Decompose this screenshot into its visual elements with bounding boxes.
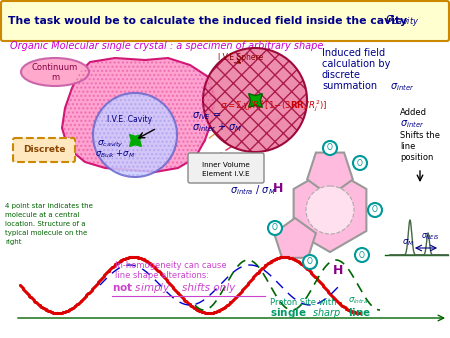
FancyBboxPatch shape	[188, 153, 264, 183]
Text: discrete: discrete	[322, 70, 361, 80]
Text: Induced field: Induced field	[322, 48, 385, 58]
Text: H: H	[273, 182, 283, 194]
Text: $\sigma_{inter}$ + $\sigma_M$: $\sigma_{inter}$ + $\sigma_M$	[192, 121, 243, 134]
Text: Added: Added	[400, 108, 427, 117]
Text: m: m	[51, 72, 59, 81]
Text: $\sigma_{intra}$ / $\sigma_M$: $\sigma_{intra}$ / $\sigma_M$	[230, 183, 276, 197]
Text: shifts only: shifts only	[182, 283, 235, 293]
Text: Element I.V.E: Element I.V.E	[202, 171, 250, 177]
Text: position: position	[400, 153, 433, 162]
Text: Discrete: Discrete	[23, 145, 65, 154]
Text: $\sigma_M$: $\sigma_M$	[402, 238, 414, 248]
Text: Continuum: Continuum	[32, 64, 78, 72]
Text: $\mathbf{line}$: $\mathbf{line}$	[348, 306, 371, 318]
Text: O: O	[272, 223, 278, 233]
Text: summation: summation	[322, 81, 377, 91]
Text: O: O	[359, 250, 365, 260]
Text: I.V.E. Cavity: I.V.E. Cavity	[108, 115, 153, 123]
Text: In-homogeneity can cause: In-homogeneity can cause	[115, 261, 227, 270]
Text: $\sigma_{Bulk}$ +$\sigma_M$: $\sigma_{Bulk}$ +$\sigma_M$	[95, 149, 135, 161]
Text: I.V.E Sphere: I.V.E Sphere	[218, 52, 263, 62]
Circle shape	[323, 141, 337, 155]
Ellipse shape	[21, 58, 89, 86]
Text: line: line	[400, 142, 415, 151]
Polygon shape	[294, 168, 366, 252]
Text: $\sigma_{intra}$: $\sigma_{intra}$	[348, 295, 369, 306]
Circle shape	[93, 93, 177, 177]
Text: right: right	[5, 239, 22, 245]
Polygon shape	[274, 218, 316, 258]
Text: Proton Site with: Proton Site with	[270, 298, 337, 307]
Circle shape	[203, 48, 307, 152]
Text: molecule at a central: molecule at a central	[5, 212, 79, 218]
Text: $\mathbf{not}$ simply: $\mathbf{not}$ simply	[112, 281, 171, 295]
Circle shape	[268, 221, 282, 235]
Text: typical molecule on the: typical molecule on the	[5, 230, 87, 236]
Text: O: O	[357, 159, 363, 168]
Circle shape	[353, 156, 367, 170]
Text: $\mathbf{single}$: $\mathbf{single}$	[270, 306, 306, 320]
FancyBboxPatch shape	[1, 1, 449, 41]
Circle shape	[303, 255, 317, 269]
Text: Shifts the: Shifts the	[400, 131, 440, 140]
Circle shape	[306, 186, 354, 234]
Text: O: O	[327, 144, 333, 152]
Text: The task would be to calculate the induced field inside the cavity: The task would be to calculate the induc…	[8, 16, 407, 26]
Text: $\sigma_{cavity}$: $\sigma_{cavity}$	[385, 14, 419, 28]
Text: location. Structure of a: location. Structure of a	[5, 221, 86, 227]
Text: $\sigma_i\!=\!\Sigma_j\chi_j/R^3_j\,[1\!-\!(3\mathbf{R}\mathbf{R}_j/R^2_j)]$: $\sigma_i\!=\!\Sigma_j\chi_j/R^3_j\,[1\!…	[220, 98, 327, 114]
Text: $\sigma_{cavity}$: $\sigma_{cavity}$	[97, 138, 124, 149]
Polygon shape	[62, 58, 215, 172]
Text: calculation by: calculation by	[322, 59, 391, 69]
Text: H: H	[333, 264, 343, 276]
Text: Inner Volume: Inner Volume	[202, 162, 250, 168]
Circle shape	[368, 203, 382, 217]
Text: Organic Molecular single crystal : a specimen of arbitrary shape: Organic Molecular single crystal : a spe…	[10, 41, 324, 51]
Text: 4 point star indicates the: 4 point star indicates the	[5, 203, 93, 209]
Text: $\sigma_{inter}$: $\sigma_{inter}$	[400, 118, 424, 130]
Text: $\sigma_{inter}$: $\sigma_{inter}$	[390, 81, 414, 93]
Circle shape	[355, 248, 369, 262]
Text: O: O	[372, 206, 378, 215]
Polygon shape	[307, 152, 353, 196]
Text: $\sigma_{IVE}$ =: $\sigma_{IVE}$ =	[192, 110, 222, 122]
Text: $\sigma_{NEIS}$: $\sigma_{NEIS}$	[421, 231, 440, 241]
Text: $\it{sharp}$: $\it{sharp}$	[312, 306, 341, 320]
FancyBboxPatch shape	[13, 138, 75, 162]
Text: O: O	[307, 258, 313, 266]
Text: line shape alterations:: line shape alterations:	[115, 271, 209, 280]
